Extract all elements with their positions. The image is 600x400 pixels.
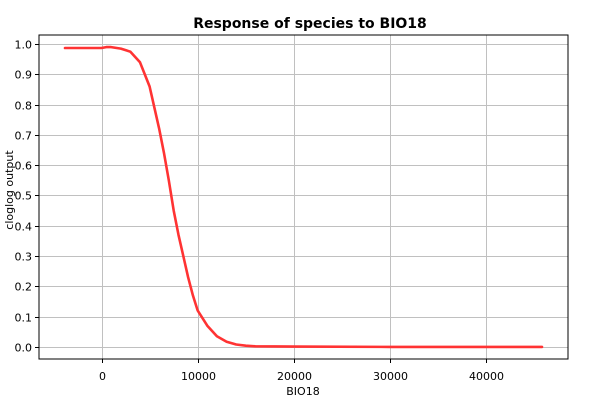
y-tick-label: 1.0 — [15, 39, 33, 52]
y-tick-label: 0.6 — [15, 160, 33, 173]
x-axis-label: BIO18 — [286, 385, 319, 398]
y-tick-label: 0.1 — [15, 312, 33, 325]
y-tick-label: 0.4 — [15, 221, 33, 234]
grid-lines — [39, 35, 568, 359]
y-tick-label: 0.5 — [15, 190, 33, 203]
y-tick-label: 0.0 — [15, 342, 33, 355]
series-layer — [63, 45, 544, 349]
y-tick-label: 0.2 — [15, 281, 33, 294]
y-axis-label: cloglog output — [3, 150, 16, 230]
x-tick-label: 30000 — [373, 370, 408, 383]
x-tick-label: 0 — [99, 370, 106, 383]
y-axis: 0.0 0.1 0.2 0.3 0.4 0.5 0.6 0.7 0.8 0.9 1.0 — [15, 39, 39, 355]
x-tick-label: 10000 — [181, 370, 216, 383]
y-tick-label: 0.8 — [15, 100, 33, 113]
response-curve — [63, 45, 544, 349]
plot-frame — [38, 34, 569, 360]
y-tick-label: 0.3 — [15, 251, 33, 264]
x-tick-label: 40000 — [469, 370, 504, 383]
x-tick-label: 20000 — [277, 370, 312, 383]
x-axis: 0 10000 20000 30000 40000 — [99, 359, 504, 383]
y-tick-label: 0.7 — [15, 130, 33, 143]
y-tick-label: 0.9 — [15, 69, 33, 82]
chart-title: Response of species to BIO18 — [193, 16, 427, 32]
